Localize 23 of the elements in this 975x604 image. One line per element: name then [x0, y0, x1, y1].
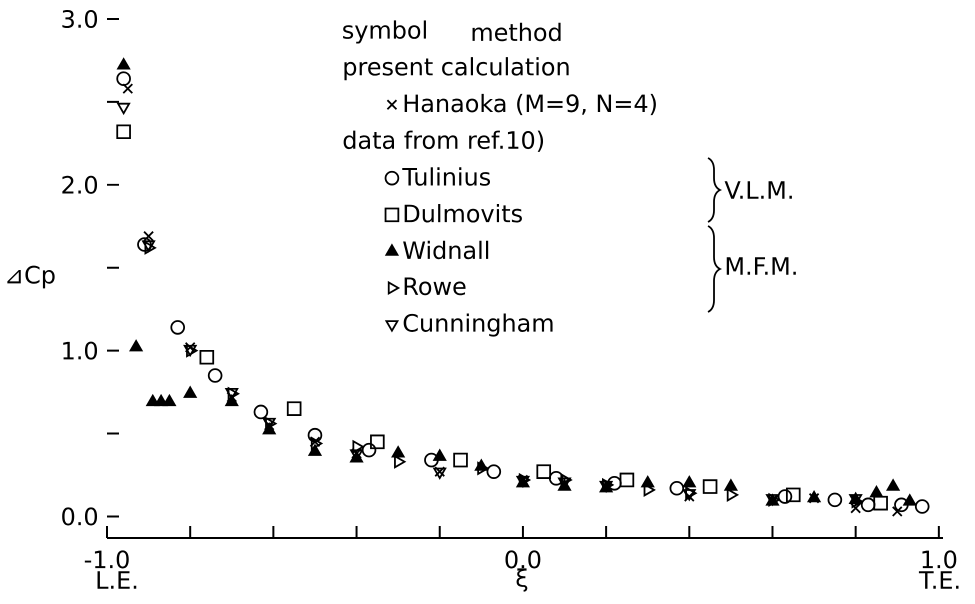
legend-label: Widnall: [403, 240, 488, 260]
y-tick-label: 1.0: [63, 342, 98, 360]
legend-label: Cunningham: [404, 313, 553, 337]
legend-label: Rowe: [404, 277, 466, 296]
annotation: V.L.M.: [724, 181, 792, 199]
annotation: present calculation: [344, 57, 569, 80]
legend-label: Tulinius: [402, 167, 490, 186]
annotation: M.F.M.: [726, 257, 796, 275]
x-axis-title: ξ: [516, 568, 528, 592]
y-tick-label: 0.0: [62, 507, 98, 526]
x-tick-label: 0.0: [505, 550, 540, 568]
y-tick-label: 2.0: [62, 176, 98, 194]
legend-label: Hanaoka (M=9, N=4): [404, 94, 656, 116]
x-tick-label: 1.0: [922, 550, 956, 568]
text: T.E.: [918, 571, 959, 589]
annotation: symbol: [343, 20, 426, 44]
legend-label: Dulmovits: [404, 204, 522, 223]
x-tick-label: -1.0: [84, 550, 129, 568]
annotation: method: [472, 22, 561, 42]
y-axis-title: ⊿Cp: [7, 266, 55, 288]
y-tick-label: 3.0: [62, 10, 98, 28]
annotation: data from ref.10): [344, 130, 544, 152]
text: L.E.: [98, 571, 136, 589]
